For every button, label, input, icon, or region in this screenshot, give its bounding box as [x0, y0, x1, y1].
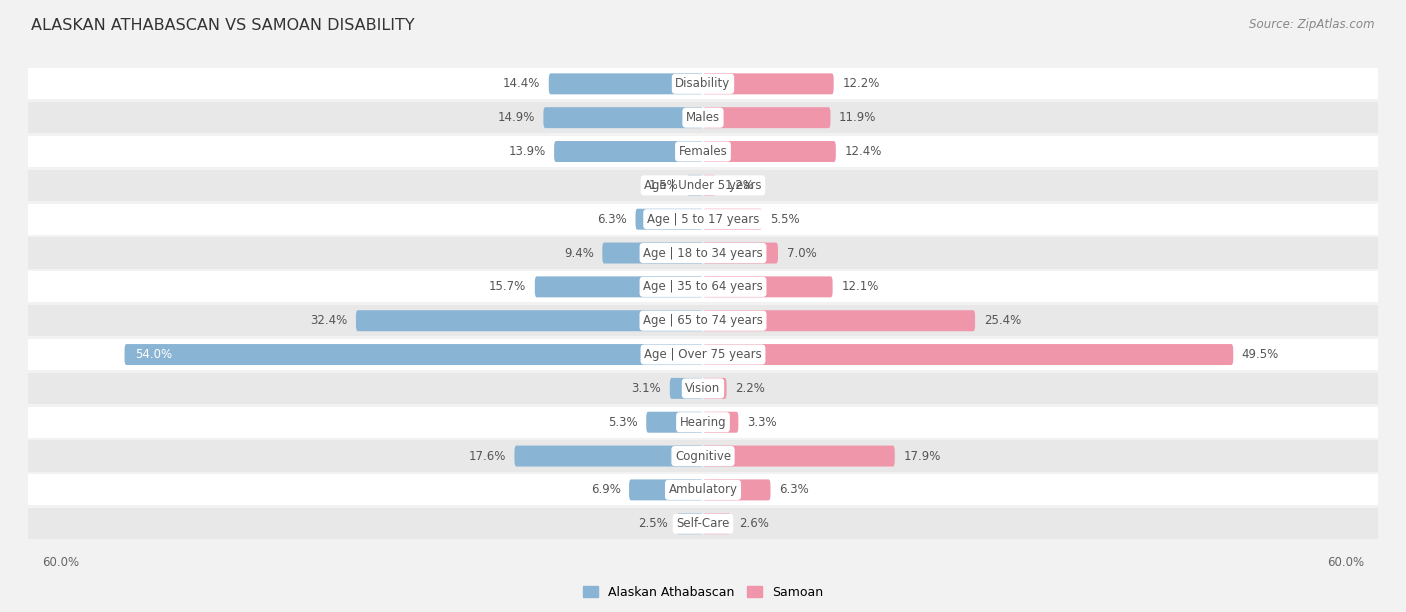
- Text: 1.2%: 1.2%: [724, 179, 754, 192]
- FancyBboxPatch shape: [669, 378, 703, 399]
- Bar: [28, 170, 1378, 201]
- FancyBboxPatch shape: [703, 175, 716, 196]
- Text: 12.4%: 12.4%: [845, 145, 882, 158]
- Text: 6.9%: 6.9%: [591, 483, 620, 496]
- FancyBboxPatch shape: [602, 242, 703, 264]
- FancyBboxPatch shape: [628, 479, 703, 501]
- Text: Age | 35 to 64 years: Age | 35 to 64 years: [643, 280, 763, 293]
- Text: Age | 65 to 74 years: Age | 65 to 74 years: [643, 314, 763, 327]
- Text: 12.2%: 12.2%: [842, 77, 880, 91]
- Text: 2.6%: 2.6%: [740, 517, 769, 530]
- FancyBboxPatch shape: [125, 344, 703, 365]
- FancyBboxPatch shape: [647, 412, 703, 433]
- Text: 54.0%: 54.0%: [135, 348, 173, 361]
- Text: 25.4%: 25.4%: [984, 314, 1021, 327]
- FancyBboxPatch shape: [554, 141, 703, 162]
- FancyBboxPatch shape: [703, 310, 976, 331]
- Bar: [28, 237, 1378, 269]
- Text: Age | Over 75 years: Age | Over 75 years: [644, 348, 762, 361]
- Text: 17.6%: 17.6%: [468, 450, 506, 463]
- Text: 9.4%: 9.4%: [564, 247, 593, 259]
- Bar: [28, 305, 1378, 336]
- Bar: [28, 474, 1378, 506]
- Text: Source: ZipAtlas.com: Source: ZipAtlas.com: [1250, 18, 1375, 31]
- FancyBboxPatch shape: [636, 209, 703, 230]
- Text: 1.5%: 1.5%: [648, 179, 678, 192]
- Bar: [28, 373, 1378, 404]
- Text: 11.9%: 11.9%: [839, 111, 876, 124]
- Text: 7.0%: 7.0%: [786, 247, 817, 259]
- FancyBboxPatch shape: [703, 277, 832, 297]
- Text: Hearing: Hearing: [679, 416, 727, 429]
- FancyBboxPatch shape: [548, 73, 703, 94]
- FancyBboxPatch shape: [703, 513, 731, 534]
- Text: Cognitive: Cognitive: [675, 450, 731, 463]
- FancyBboxPatch shape: [534, 277, 703, 297]
- Text: Self-Care: Self-Care: [676, 517, 730, 530]
- FancyBboxPatch shape: [703, 344, 1233, 365]
- FancyBboxPatch shape: [356, 310, 703, 331]
- FancyBboxPatch shape: [703, 446, 894, 466]
- Text: Age | 18 to 34 years: Age | 18 to 34 years: [643, 247, 763, 259]
- Text: 3.1%: 3.1%: [631, 382, 661, 395]
- Bar: [28, 508, 1378, 539]
- Text: Vision: Vision: [685, 382, 721, 395]
- Text: Males: Males: [686, 111, 720, 124]
- FancyBboxPatch shape: [703, 242, 778, 264]
- Text: 6.3%: 6.3%: [779, 483, 808, 496]
- FancyBboxPatch shape: [703, 107, 831, 128]
- Bar: [28, 271, 1378, 302]
- Text: 5.5%: 5.5%: [770, 213, 800, 226]
- Text: 2.5%: 2.5%: [638, 517, 668, 530]
- Text: 15.7%: 15.7%: [489, 280, 526, 293]
- Text: 2.2%: 2.2%: [735, 382, 765, 395]
- Bar: [28, 204, 1378, 235]
- Text: 13.9%: 13.9%: [509, 145, 546, 158]
- Text: Age | 5 to 17 years: Age | 5 to 17 years: [647, 213, 759, 226]
- FancyBboxPatch shape: [703, 479, 770, 501]
- FancyBboxPatch shape: [543, 107, 703, 128]
- Text: ALASKAN ATHABASCAN VS SAMOAN DISABILITY: ALASKAN ATHABASCAN VS SAMOAN DISABILITY: [31, 18, 415, 34]
- Bar: [28, 406, 1378, 438]
- Text: Females: Females: [679, 145, 727, 158]
- Bar: [28, 441, 1378, 472]
- Legend: Alaskan Athabascan, Samoan: Alaskan Athabascan, Samoan: [583, 586, 823, 599]
- FancyBboxPatch shape: [703, 141, 835, 162]
- Text: Ambulatory: Ambulatory: [668, 483, 738, 496]
- FancyBboxPatch shape: [676, 513, 703, 534]
- Text: Disability: Disability: [675, 77, 731, 91]
- Bar: [28, 339, 1378, 370]
- FancyBboxPatch shape: [703, 412, 738, 433]
- Bar: [28, 102, 1378, 133]
- Bar: [28, 136, 1378, 167]
- FancyBboxPatch shape: [703, 73, 834, 94]
- Text: 14.9%: 14.9%: [498, 111, 534, 124]
- FancyBboxPatch shape: [688, 175, 703, 196]
- Text: 14.4%: 14.4%: [503, 77, 540, 91]
- FancyBboxPatch shape: [703, 209, 762, 230]
- Text: 5.3%: 5.3%: [607, 416, 638, 429]
- Text: 6.3%: 6.3%: [598, 213, 627, 226]
- FancyBboxPatch shape: [703, 378, 727, 399]
- Text: 12.1%: 12.1%: [841, 280, 879, 293]
- Text: Age | Under 5 years: Age | Under 5 years: [644, 179, 762, 192]
- Text: 49.5%: 49.5%: [1241, 348, 1279, 361]
- FancyBboxPatch shape: [515, 446, 703, 466]
- Bar: [28, 69, 1378, 99]
- Text: 17.9%: 17.9%: [903, 450, 941, 463]
- Text: 3.3%: 3.3%: [747, 416, 776, 429]
- Text: 32.4%: 32.4%: [311, 314, 347, 327]
